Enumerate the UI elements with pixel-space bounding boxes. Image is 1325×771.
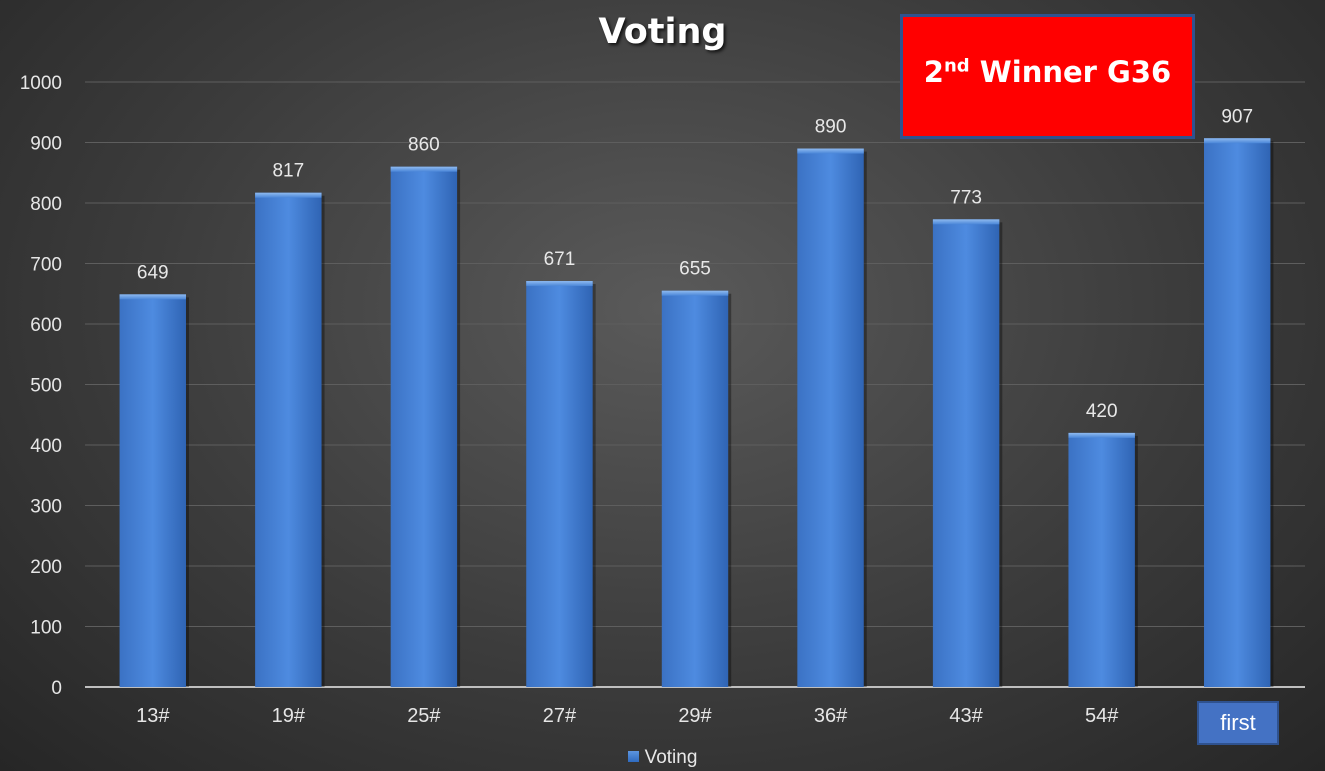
chart-title: Voting bbox=[598, 12, 727, 52]
y-tick-label: 800 bbox=[30, 194, 62, 215]
y-tick-label: 500 bbox=[30, 376, 62, 397]
bar bbox=[1204, 138, 1271, 687]
bar-cap bbox=[1204, 138, 1271, 144]
y-tick-label: 300 bbox=[30, 497, 62, 518]
data-label: 907 bbox=[1221, 106, 1253, 127]
x-tick-label: 19# bbox=[272, 705, 306, 727]
legend: Voting bbox=[0, 747, 1325, 769]
y-tick-label: 1000 bbox=[20, 73, 62, 94]
bar bbox=[526, 281, 593, 687]
bars: 649 817 860 671 655 890 773 420 907 bbox=[119, 106, 1274, 688]
legend-swatch bbox=[627, 750, 639, 762]
bar bbox=[119, 294, 186, 687]
first-annotation-box: first bbox=[1197, 701, 1279, 745]
bar bbox=[255, 192, 322, 687]
x-tick-label: 29# bbox=[678, 705, 712, 727]
y-tick-label: 700 bbox=[30, 255, 62, 276]
data-label: 890 bbox=[815, 117, 847, 138]
data-label: 420 bbox=[1086, 401, 1118, 422]
y-tick-label: 200 bbox=[30, 557, 62, 578]
data-label: 649 bbox=[137, 262, 169, 283]
winner-annotation-box: 2nd Winner G36 bbox=[900, 14, 1195, 139]
bar bbox=[932, 219, 1000, 687]
x-tick-label: 27# bbox=[543, 705, 577, 727]
x-tick-label: 54# bbox=[1085, 705, 1119, 727]
x-tick-label: 43# bbox=[949, 705, 983, 727]
x-tick-label: 25# bbox=[407, 705, 441, 727]
bar bbox=[661, 290, 729, 687]
x-axis: 13# 19# 25# 27# 29# 36# 43# 54# bbox=[136, 705, 1119, 727]
y-axis: 0 100 200 300 400 500 600 700 800 900 1000 bbox=[20, 73, 62, 699]
bar-cap bbox=[255, 192, 322, 198]
y-tick-label: 0 bbox=[51, 678, 62, 699]
bar bbox=[390, 166, 458, 687]
bar bbox=[797, 148, 864, 688]
bar-cap bbox=[119, 294, 186, 300]
data-label: 860 bbox=[408, 135, 440, 156]
y-tick-label: 100 bbox=[30, 618, 62, 639]
bar-cap bbox=[797, 148, 864, 154]
winner-annotation-text: 2nd Winner G36 bbox=[923, 54, 1172, 89]
data-label: 671 bbox=[544, 249, 576, 270]
x-tick-label: 36# bbox=[814, 705, 848, 727]
bar-cap bbox=[661, 290, 729, 296]
y-tick-label: 600 bbox=[30, 315, 62, 336]
bar-cap bbox=[1068, 432, 1135, 438]
bar-cap bbox=[390, 166, 458, 172]
bar-cap bbox=[932, 219, 1000, 225]
bar-cap bbox=[526, 281, 593, 287]
data-label: 773 bbox=[950, 187, 982, 208]
y-tick-label: 900 bbox=[30, 134, 62, 155]
x-tick-label: 13# bbox=[136, 705, 170, 727]
legend-label: Voting bbox=[644, 747, 698, 768]
data-label: 817 bbox=[272, 161, 304, 182]
data-label: 655 bbox=[679, 259, 711, 280]
y-tick-label: 400 bbox=[30, 436, 62, 457]
bar bbox=[1068, 432, 1135, 687]
